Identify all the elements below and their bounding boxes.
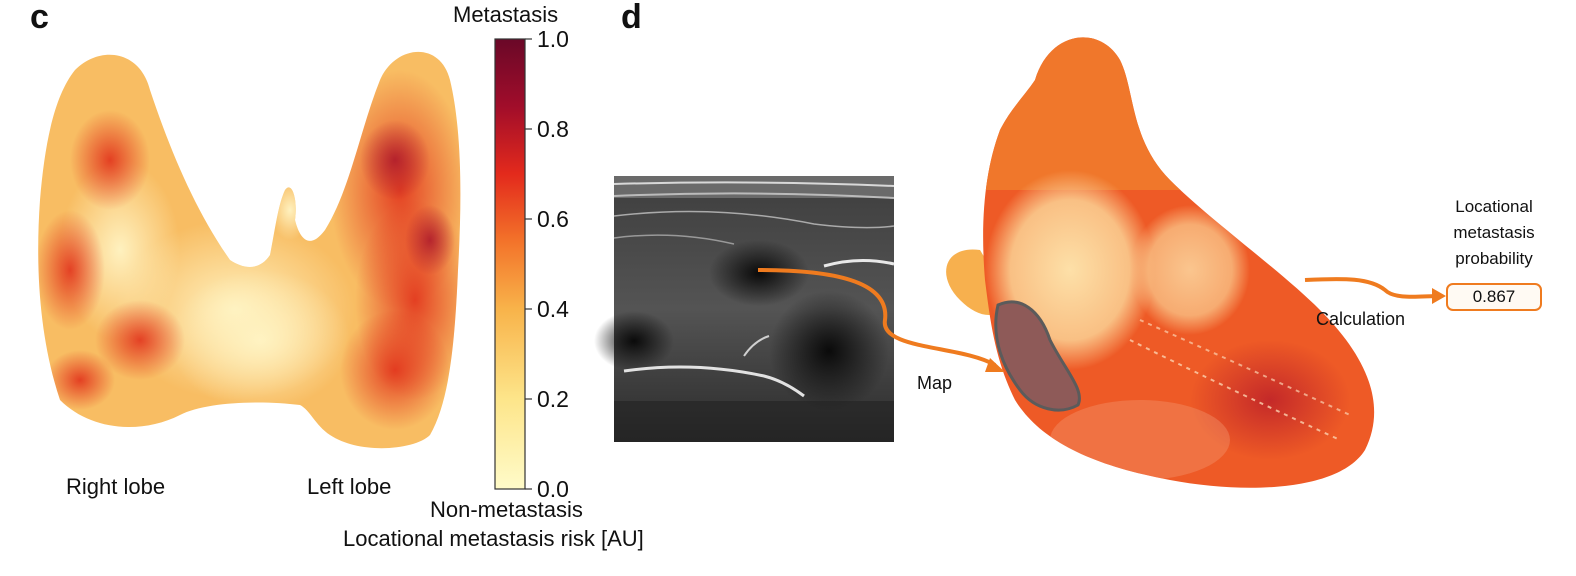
map-arrow (757, 268, 996, 367)
colorbar-tick-label: 0.8 (537, 116, 569, 142)
left-lobe-label: Left lobe (307, 474, 392, 499)
colorbar-tick-label: 1.0 (537, 26, 569, 52)
calculation-label: Calculation (1316, 309, 1406, 329)
colorbar-bottom-label: Non-metastasis (430, 497, 583, 522)
colorbar-tick-label: 0.2 (537, 386, 569, 412)
ultrasound-image (594, 176, 895, 442)
probability-value: 0.867 (1472, 287, 1516, 306)
map-arrowhead (985, 358, 1005, 372)
mapped-region (994, 300, 1081, 412)
map-label: Map (917, 373, 953, 393)
probability-value-box: 0.867 (1446, 283, 1542, 311)
colorbar-tick-label: 0.6 (537, 206, 569, 232)
calculation-arrow (1304, 277, 1441, 299)
right-lobe-label: Right lobe (66, 474, 166, 499)
colorbar-tick-label: 0.4 (537, 296, 569, 322)
probability-title-line-1: Locational (1455, 197, 1533, 216)
colorbar-gradient (494, 38, 526, 490)
colorbar-title: Metastasis (453, 2, 559, 27)
colorbar-tick-label: 0.0 (537, 476, 569, 502)
calculation-arrowhead (1432, 288, 1446, 304)
probability-title-line-3: probability (1455, 249, 1533, 268)
probability-title-line-2: metastasis (1453, 223, 1535, 242)
thyroid-3d-model (946, 37, 1375, 488)
thyroid-heatmap (38, 51, 461, 449)
probability-title: Locational metastasis probability (1430, 194, 1558, 272)
colorbar: 1.0 0.8 0.6 0.4 0.2 0.0 (494, 26, 569, 502)
panel-c-letter: c (30, 0, 49, 36)
colorbar-axis-label: Locational metastasis risk [AU] (343, 526, 644, 551)
panel-d-letter: d (621, 0, 642, 36)
